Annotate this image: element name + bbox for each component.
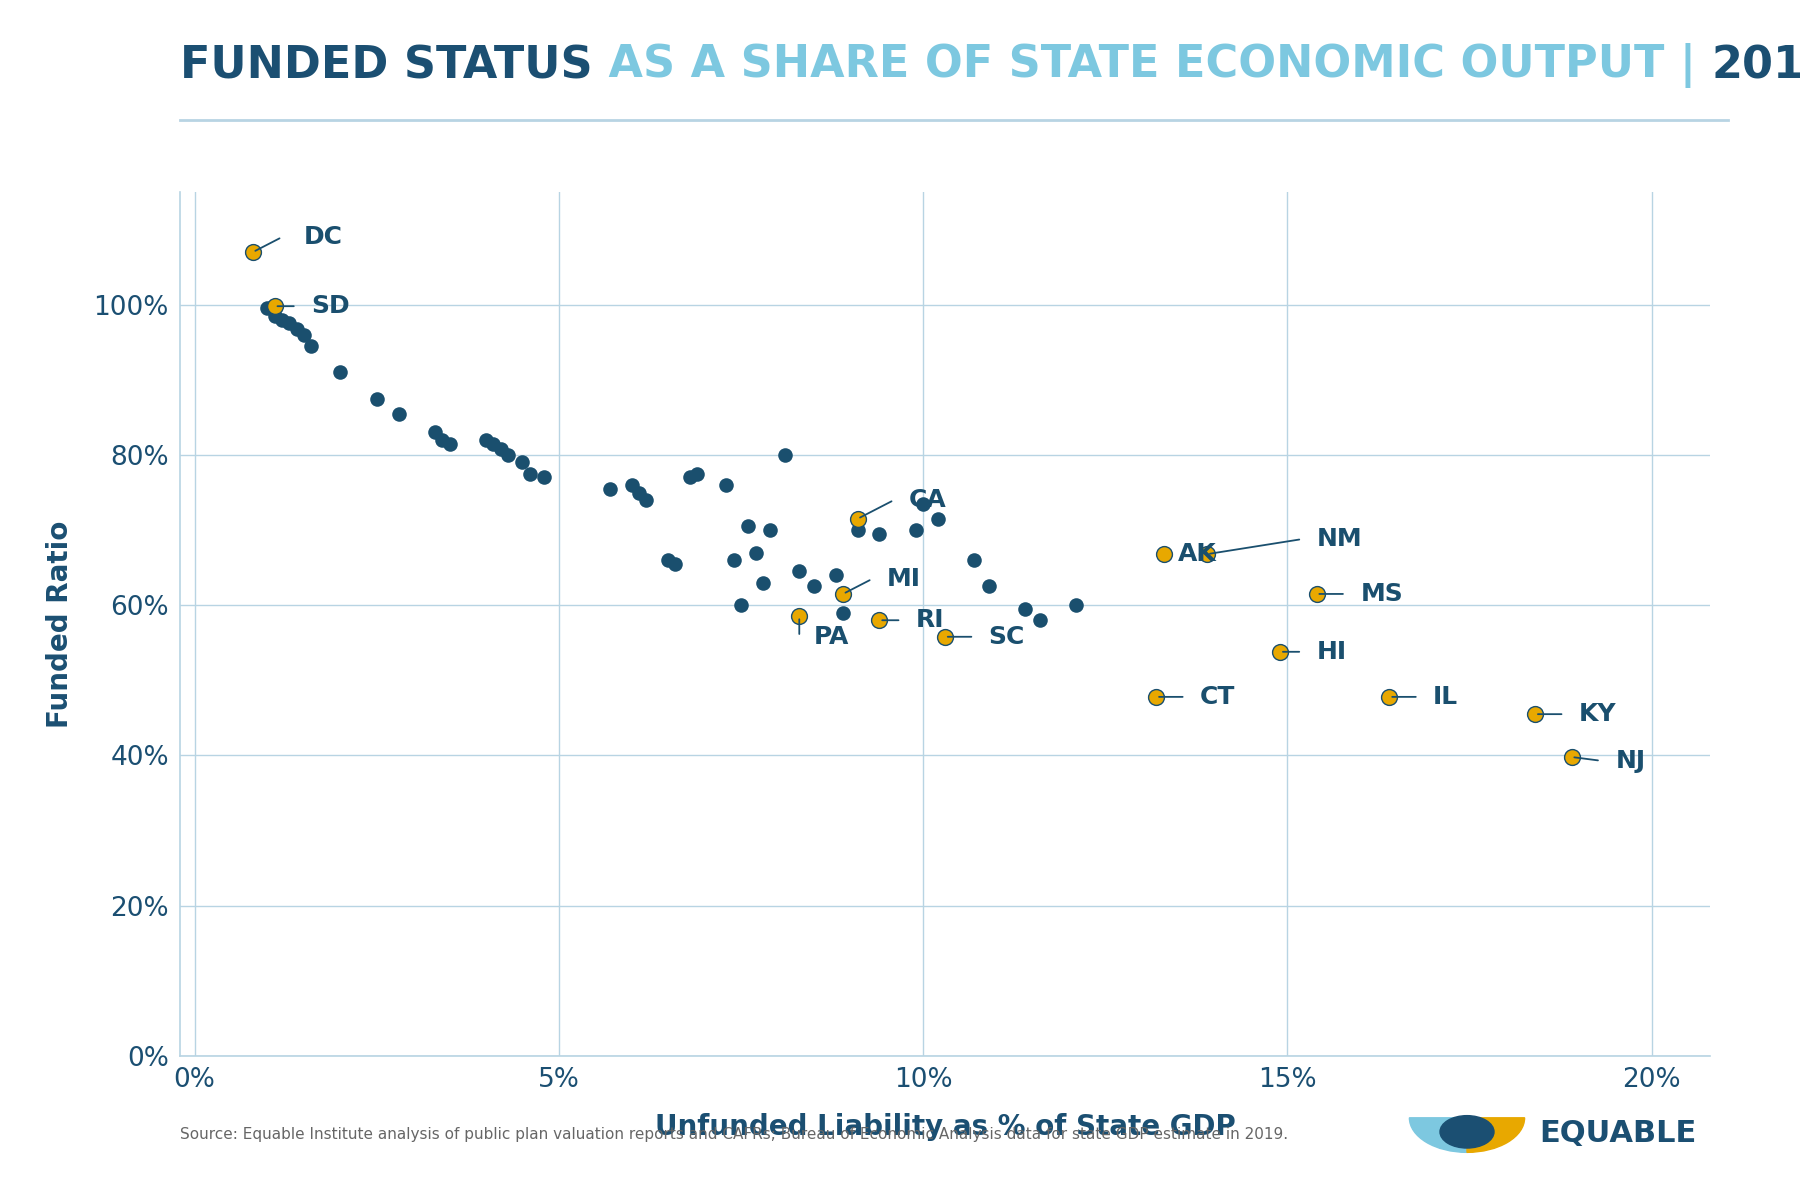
Point bbox=[902, 521, 931, 540]
Text: NJ: NJ bbox=[1615, 749, 1645, 773]
Y-axis label: Funded Ratio: Funded Ratio bbox=[47, 521, 74, 727]
Text: RI: RI bbox=[916, 608, 945, 632]
Point bbox=[675, 468, 704, 487]
Point bbox=[238, 242, 266, 262]
Wedge shape bbox=[1409, 1118, 1467, 1152]
Point bbox=[508, 452, 536, 472]
Text: KY: KY bbox=[1579, 702, 1616, 726]
Point bbox=[661, 554, 689, 574]
Point bbox=[290, 325, 319, 344]
Point bbox=[472, 431, 500, 450]
Point bbox=[1141, 688, 1170, 707]
Point bbox=[515, 464, 544, 484]
Point bbox=[261, 296, 290, 316]
Text: AS A SHARE OF STATE ECONOMIC OUTPUT |: AS A SHARE OF STATE ECONOMIC OUTPUT | bbox=[592, 43, 1712, 89]
X-axis label: Unfunded Liability as % of State GDP: Unfunded Liability as % of State GDP bbox=[655, 1112, 1235, 1140]
Point bbox=[383, 404, 412, 424]
Point bbox=[529, 468, 558, 487]
Point bbox=[909, 494, 938, 514]
Point bbox=[756, 521, 785, 540]
Text: SC: SC bbox=[988, 625, 1024, 649]
Point bbox=[436, 434, 464, 454]
Point bbox=[734, 517, 763, 536]
Point bbox=[238, 242, 266, 262]
Text: 2019: 2019 bbox=[1712, 44, 1800, 88]
Text: Source: Equable Institute analysis of public plan valuation reports and CAFRs; B: Source: Equable Institute analysis of pu… bbox=[180, 1127, 1289, 1141]
Wedge shape bbox=[1467, 1118, 1525, 1152]
Text: CA: CA bbox=[909, 488, 947, 512]
Point bbox=[770, 445, 799, 464]
Point bbox=[326, 362, 355, 382]
Point bbox=[713, 475, 742, 494]
Point bbox=[799, 577, 828, 596]
Point bbox=[931, 628, 959, 647]
Point bbox=[653, 551, 682, 570]
Text: NM: NM bbox=[1316, 527, 1363, 551]
Point bbox=[821, 565, 850, 584]
Point bbox=[727, 595, 756, 614]
Text: EQUABLE: EQUABLE bbox=[1539, 1120, 1696, 1148]
Point bbox=[486, 439, 515, 458]
Text: IL: IL bbox=[1433, 685, 1458, 709]
Point bbox=[785, 562, 814, 581]
Point bbox=[866, 611, 895, 630]
Point bbox=[254, 299, 283, 318]
Point bbox=[828, 584, 857, 604]
Point bbox=[297, 336, 326, 355]
Point bbox=[1193, 545, 1222, 564]
Point bbox=[682, 464, 711, 484]
Point bbox=[596, 479, 625, 498]
Point bbox=[785, 607, 814, 626]
Point bbox=[1301, 584, 1330, 604]
Text: AK: AK bbox=[1179, 542, 1217, 566]
Point bbox=[974, 577, 1003, 596]
Point bbox=[959, 551, 988, 570]
Text: DC: DC bbox=[304, 226, 342, 250]
Point bbox=[1148, 545, 1177, 564]
Point bbox=[268, 310, 297, 329]
Point bbox=[428, 431, 457, 450]
Point bbox=[828, 604, 857, 623]
Point bbox=[749, 574, 778, 593]
Point bbox=[1026, 611, 1055, 630]
Point bbox=[421, 422, 450, 442]
Text: SD: SD bbox=[311, 294, 349, 318]
Point bbox=[866, 524, 895, 544]
Point bbox=[1521, 704, 1550, 724]
Circle shape bbox=[1440, 1116, 1494, 1148]
Text: FUNDED STATUS: FUNDED STATUS bbox=[180, 44, 592, 88]
Point bbox=[283, 319, 311, 338]
Point bbox=[632, 491, 661, 510]
Point bbox=[1375, 688, 1404, 707]
Point bbox=[720, 551, 749, 570]
Point bbox=[493, 445, 522, 464]
Point bbox=[1012, 599, 1040, 618]
Point bbox=[617, 475, 646, 494]
Point bbox=[362, 389, 391, 408]
Point bbox=[842, 521, 871, 540]
Point bbox=[261, 306, 290, 325]
Point bbox=[625, 482, 653, 502]
Point bbox=[842, 509, 871, 528]
Point bbox=[275, 314, 304, 334]
Point bbox=[1062, 595, 1091, 614]
Text: MI: MI bbox=[887, 566, 922, 590]
Point bbox=[923, 509, 952, 528]
Point bbox=[479, 434, 508, 454]
Point bbox=[742, 544, 770, 563]
Point bbox=[1265, 642, 1294, 661]
Point bbox=[1557, 748, 1586, 767]
Text: HI: HI bbox=[1316, 640, 1346, 664]
Text: MS: MS bbox=[1361, 582, 1402, 606]
Text: PA: PA bbox=[814, 625, 850, 649]
Text: CT: CT bbox=[1201, 685, 1235, 709]
